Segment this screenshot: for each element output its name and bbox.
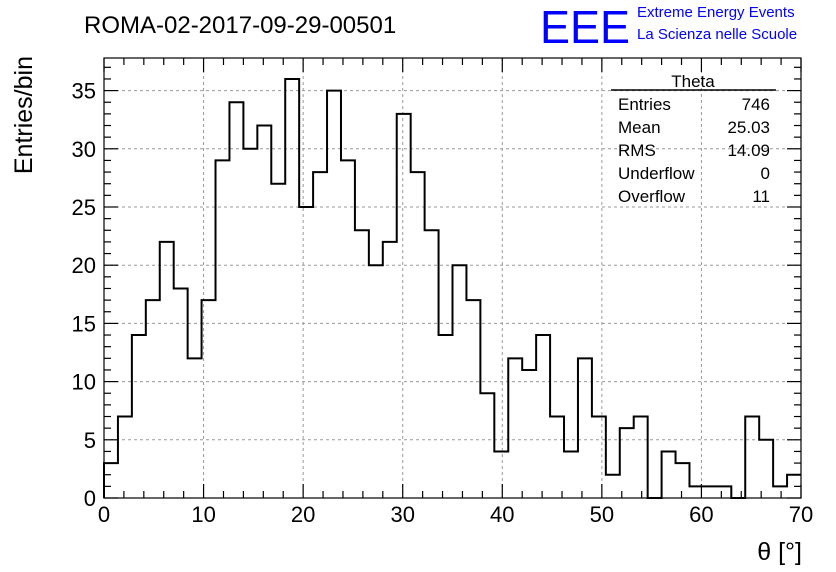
y-tick-label: 35 — [72, 79, 96, 104]
eee-logo-mark: EEE — [540, 1, 630, 53]
y-tick-label: 25 — [72, 195, 96, 220]
stats-row-value: 11 — [752, 187, 770, 206]
stats-title: Theta — [671, 72, 715, 91]
axis-ticks — [103, 58, 802, 499]
x-tick-label: 0 — [98, 502, 110, 527]
axis-tick-labels: 0 10 20 30 40 50 60 70 0 5 10 15 20 25 30 35 — [72, 79, 814, 527]
y-tick-label: 0 — [84, 486, 96, 511]
y-axis-label: Entries/bin — [10, 56, 38, 174]
x-tick-label: 50 — [590, 502, 614, 527]
x-axis-label: θ [°] — [757, 538, 802, 566]
stats-row-value: 14.09 — [727, 141, 770, 160]
stats-row-label: RMS — [618, 141, 656, 160]
x-tick-label: 20 — [291, 502, 315, 527]
stats-row-label: Entries — [618, 95, 671, 114]
stats-row-value: 25.03 — [727, 118, 770, 137]
eee-logo-line1: Extreme Energy Events — [637, 4, 795, 21]
eee-logo: EEE Extreme Energy Events La Scienza nel… — [540, 1, 797, 53]
x-tick-label: 30 — [390, 502, 414, 527]
x-tick-label: 10 — [191, 502, 215, 527]
y-tick-label: 5 — [84, 428, 96, 453]
y-tick-label: 10 — [72, 370, 96, 395]
stats-row-value: 0 — [761, 164, 770, 183]
eee-logo-line2: La Scienza nelle Scuole — [637, 26, 797, 43]
stats-box: Theta Entries 746 Mean 25.03 RMS 14.09 Underfl… — [611, 72, 776, 206]
x-tick-label: 40 — [490, 502, 514, 527]
run-title: ROMA-02-2017-09-29-00501 — [84, 12, 396, 39]
y-tick-label: 30 — [72, 137, 96, 162]
x-tick-label: 70 — [789, 502, 813, 527]
histogram-step-line — [103, 77, 801, 499]
stats-row-label: Underflow — [618, 164, 695, 183]
stats-row-value: 746 — [742, 95, 770, 114]
stats-row-label: Overflow — [618, 187, 686, 206]
y-tick-label: 15 — [72, 311, 96, 336]
stats-row-label: Mean — [618, 118, 661, 137]
x-tick-label: 60 — [689, 502, 713, 527]
plot-frame — [103, 57, 802, 499]
y-tick-label: 20 — [72, 253, 96, 278]
